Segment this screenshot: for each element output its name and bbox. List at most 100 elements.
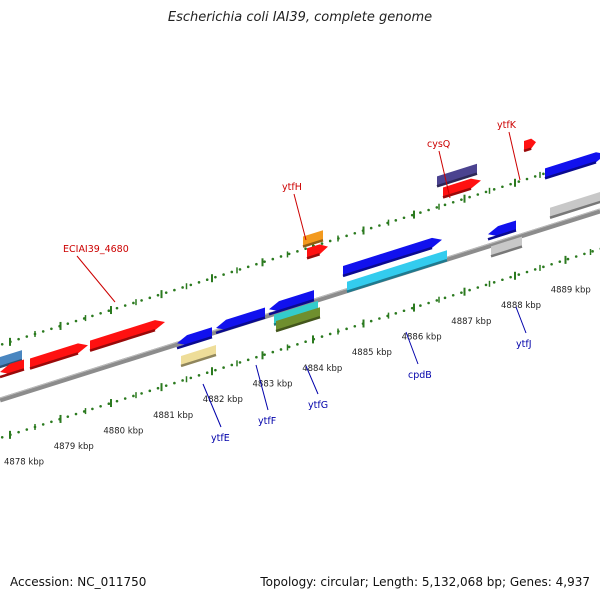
- reverse-gene-label: ytfJ: [516, 339, 532, 350]
- lower-rail-dot: [525, 270, 529, 274]
- forward-gene-label: ytfK: [497, 120, 517, 131]
- feature-blue-right-shadow: [544, 161, 597, 180]
- feature-silver-ytfJ: [490, 236, 523, 258]
- upper-rail-dot: [197, 281, 201, 284]
- feature-orange: [302, 230, 324, 248]
- lower-rail-dot: [164, 384, 168, 387]
- lower-rail-dot: [91, 407, 94, 411]
- feature-ytfH-body: [307, 244, 328, 259]
- feature-silver-right: [549, 192, 600, 219]
- scale-tick-label: 4884 kbp: [302, 364, 342, 374]
- upper-rail-dot: [525, 177, 529, 181]
- lower-rail-dot: [353, 324, 357, 328]
- lower-rail-dot: [197, 374, 201, 377]
- feature-steelblue-shadow: [0, 358, 23, 369]
- scale-tick-label: 4878 kbp: [4, 458, 44, 468]
- upper-rail-dot: [410, 213, 414, 217]
- scale-tick-label: 4887 kbp: [451, 317, 491, 327]
- upper-rail-dot: [230, 270, 234, 274]
- scale-tick-label: 4879 kbp: [54, 442, 94, 452]
- lower-rail-dot: [476, 286, 480, 289]
- feature-cysQ-upper-shadow: [436, 172, 478, 188]
- lower-rail-dot: [279, 348, 283, 351]
- feature-ECIAI39-4680-body: [90, 320, 165, 351]
- feature-ECIAI39-4680: [89, 320, 165, 352]
- lower-rail-dot: [156, 386, 160, 390]
- upper-rail-dot: [107, 309, 111, 313]
- lower-rail-dot: [0, 436, 4, 439]
- lower-rail-dot: [591, 250, 594, 253]
- lower-rail-dot: [402, 309, 406, 313]
- feature-blue-ytfG-shadow: [268, 298, 315, 316]
- upper-rail-dot: [181, 286, 184, 289]
- feature-orange-body: [303, 230, 323, 247]
- upper-rail-dot: [123, 304, 127, 307]
- lower-rail-dot: [435, 299, 439, 302]
- feature-khaki-shadow: [180, 353, 217, 368]
- scale-tick-label: 4885 kbp: [352, 348, 392, 358]
- lower-rail-dot: [394, 312, 398, 315]
- lower-rail-dot: [123, 397, 127, 400]
- lower-rail-dot: [296, 343, 299, 346]
- lower-rail-dot: [115, 399, 119, 403]
- upper-rail-dot: [451, 200, 455, 204]
- upper-rail-dot: [222, 273, 225, 276]
- upper-rail-dot: [132, 301, 135, 305]
- feature-ECIAI39-4680-shadow: [89, 328, 156, 352]
- feature-ytfH: [306, 244, 328, 260]
- upper-rail-dot: [419, 211, 422, 214]
- feature-blue-upper-body: [343, 237, 442, 276]
- lower-rail-dot: [263, 353, 266, 356]
- feature-steelblue: [0, 350, 23, 369]
- upper-rail-dot: [460, 198, 463, 201]
- accession-text: Accession: NC_011750: [10, 575, 147, 589]
- upper-rail-dot: [25, 335, 29, 338]
- upper-rail-dot: [443, 203, 447, 207]
- feature-cysQ-shadow: [442, 187, 472, 199]
- lower-rail-dot: [41, 423, 45, 426]
- lower-rail-dot: [246, 358, 250, 362]
- upper-rail-dot: [255, 262, 258, 266]
- upper-rail-dot: [50, 327, 53, 331]
- feature-red-partial-shadow: [0, 368, 25, 379]
- upper-rail-dot: [99, 312, 102, 315]
- lower-rail-dot: [230, 363, 234, 367]
- upper-rail-dot: [492, 188, 496, 191]
- upper-rail-dot: [304, 247, 307, 251]
- lower-rail-dot: [451, 293, 455, 297]
- lower-rail-dot: [189, 376, 193, 380]
- upper-rail-dot: [115, 306, 119, 310]
- feature-cysQ-upper-body: [437, 163, 477, 187]
- scale-tick-label: 4889 kbp: [551, 286, 591, 296]
- upper-rail-dot: [271, 257, 275, 261]
- upper-rail-dot: [468, 195, 471, 199]
- lower-rail-dot: [238, 361, 242, 364]
- lower-rail-dot: [74, 412, 78, 416]
- lower-rail-dot: [484, 283, 488, 287]
- feature-cysQ-upper: [436, 163, 478, 188]
- lower-rail-dot: [320, 335, 324, 338]
- feature-ytfK-body: [524, 138, 536, 151]
- feature-red-partial: [0, 359, 25, 379]
- feature-red-1-body: [30, 343, 88, 369]
- lower-rail-dot: [205, 371, 209, 375]
- lower-rail-dot: [345, 327, 348, 331]
- lower-rail-dot: [214, 368, 217, 372]
- lower-rail-dot: [509, 275, 512, 279]
- lower-rail-dot: [222, 366, 225, 369]
- forward-label-leader: [293, 193, 307, 241]
- upper-rail-dot: [320, 242, 324, 245]
- lower-rail-dot: [460, 291, 463, 294]
- upper-rail-dot: [533, 175, 537, 178]
- feature-silver-right-body: [550, 192, 600, 218]
- reverse-gene-label: ytfG: [308, 400, 328, 411]
- scale-tick-label: 4888 kbp: [501, 301, 541, 311]
- lower-rail-dot: [369, 319, 373, 323]
- lower-rail-dot: [287, 345, 291, 349]
- lower-rail-dot: [107, 402, 111, 406]
- feature-blue-ytfF-shadow: [215, 316, 266, 335]
- map-title: Escherichia coli IAI39, complete genome: [167, 10, 433, 25]
- upper-rail-dot: [353, 231, 357, 235]
- upper-rail-dot: [0, 343, 4, 346]
- feature-silver-right-shadow: [549, 200, 600, 219]
